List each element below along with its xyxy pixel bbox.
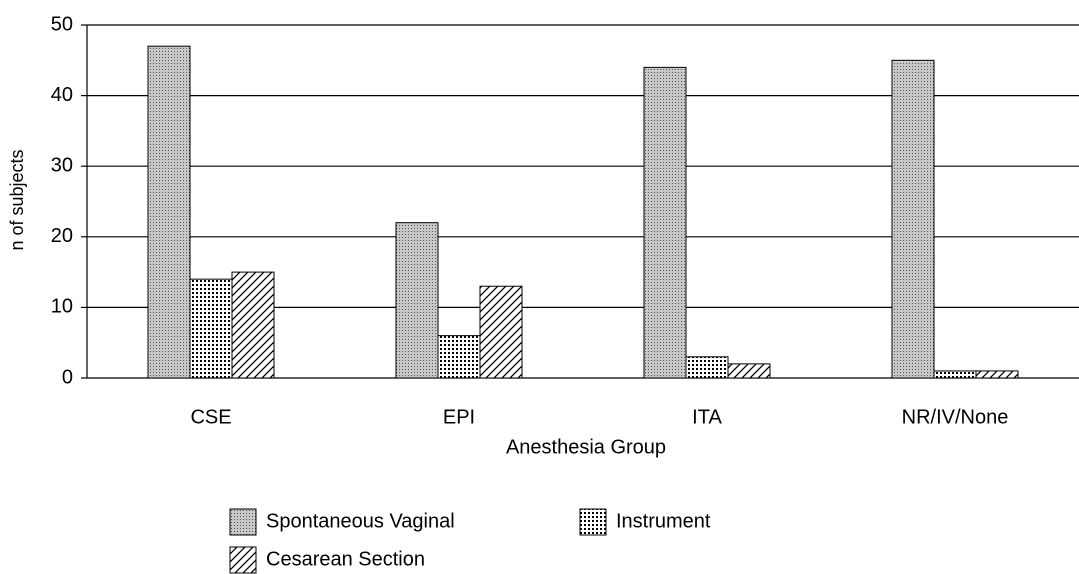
legend-swatch <box>229 546 257 574</box>
bar <box>727 363 771 379</box>
bar <box>395 222 439 379</box>
x-tick-label: NR/IV/None <box>902 406 1009 428</box>
x-tick-label: EPI <box>443 406 475 428</box>
legend-swatch <box>579 508 607 536</box>
x-tick-label: CSE <box>190 406 231 428</box>
y-tick-label: 0 <box>62 366 73 388</box>
bar <box>479 285 523 379</box>
bar <box>231 271 275 379</box>
x-tick-label: ITA <box>692 406 722 428</box>
bar <box>685 356 729 379</box>
legend-label: Cesarean Section <box>266 548 425 570</box>
bar <box>643 66 687 379</box>
bar <box>975 370 1019 379</box>
legend-label: Spontaneous Vaginal <box>266 510 455 532</box>
bar <box>189 278 233 379</box>
legend-swatch <box>229 508 257 536</box>
y-tick-label: 50 <box>51 13 73 35</box>
y-tick-label: 40 <box>51 84 73 106</box>
legend-label: Instrument <box>616 510 711 532</box>
y-tick-label: 20 <box>51 225 73 247</box>
y-axis-label: n of subjects <box>7 149 27 250</box>
y-tick-label: 10 <box>51 296 73 318</box>
bar <box>933 370 977 379</box>
bar <box>147 45 191 379</box>
bar <box>437 335 481 379</box>
x-axis-label: Anesthesia Group <box>506 436 666 458</box>
y-tick-label: 30 <box>51 154 73 176</box>
bar <box>891 59 935 379</box>
